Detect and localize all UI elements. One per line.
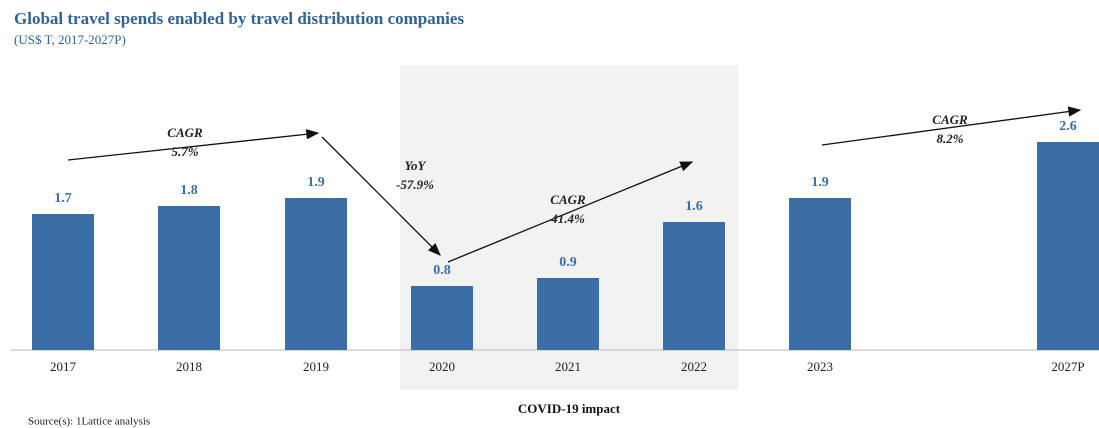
annotation-label: CAGR <box>932 112 968 127</box>
value-label: 2.6 <box>1059 119 1077 134</box>
bar <box>789 198 851 350</box>
x-tick-label: 2023 <box>807 359 833 374</box>
arrow <box>321 136 441 256</box>
bar <box>285 198 347 350</box>
arrow <box>67 129 320 161</box>
arrow <box>821 106 1082 146</box>
annotation-value: 8.2% <box>936 131 963 146</box>
bar <box>32 214 94 350</box>
x-tick-label: 2020 <box>429 359 455 374</box>
bar <box>158 206 220 350</box>
x-tick-label: 2017 <box>50 359 77 374</box>
source: Source(s): 1Lattice analysis <box>28 416 150 428</box>
value-label: 0.8 <box>433 263 451 278</box>
value-label: 1.7 <box>54 191 72 206</box>
chart-subtitle: (US$ T, 2017-2027P) <box>14 32 126 47</box>
x-tick-label: 2021 <box>555 359 581 374</box>
arrows <box>67 106 1082 263</box>
x-tick-label: 2019 <box>303 359 329 374</box>
x-tick-label: 2027P <box>1051 359 1084 374</box>
x-tick-label: 2022 <box>681 359 707 374</box>
value-label: 1.9 <box>811 175 829 190</box>
bar <box>1037 142 1099 350</box>
x-tick-label: 2018 <box>176 359 202 374</box>
arrow <box>447 161 694 263</box>
annotation-label: CAGR <box>167 125 203 140</box>
bar <box>663 222 725 350</box>
annotation-label: CAGR <box>550 192 586 207</box>
annotation-label: YoY <box>405 158 427 173</box>
value-label: 0.9 <box>559 255 577 270</box>
annotation-value: 41.4% <box>550 211 585 226</box>
chart-title: Global travel spends enabled by travel d… <box>14 9 464 28</box>
annotation-value: -57.9% <box>396 177 434 192</box>
annotation-value: 5.7% <box>171 144 198 159</box>
bar <box>411 286 473 350</box>
value-label: 1.9 <box>307 175 325 190</box>
bar <box>537 278 599 350</box>
highlight-label: COVID-19 impact <box>518 401 621 416</box>
value-label: 1.8 <box>180 183 198 198</box>
value-label: 1.6 <box>685 199 703 214</box>
